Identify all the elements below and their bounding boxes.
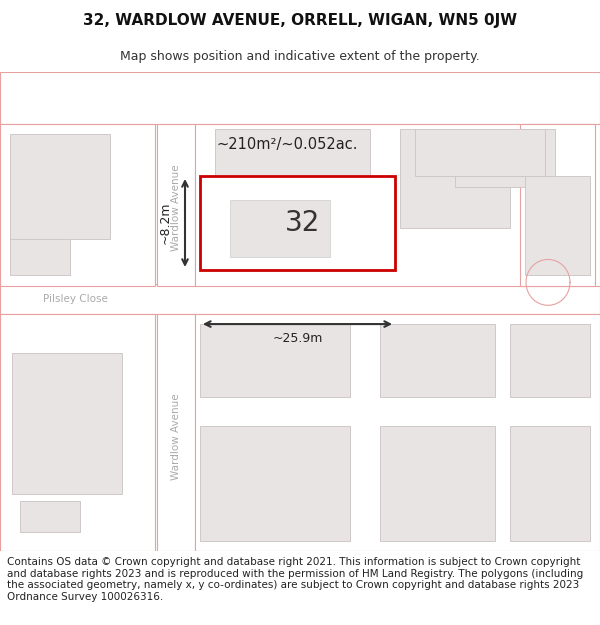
Bar (400, 129, 510, 228)
Bar (0, 284, 600, 314)
Text: ~25.9m: ~25.9m (272, 332, 323, 345)
Bar (380, 426, 495, 541)
Bar (157, 124, 195, 286)
Bar (0, 314, 155, 551)
Bar (195, 314, 600, 551)
Bar (215, 129, 370, 176)
Bar (415, 129, 545, 176)
Bar (230, 200, 330, 258)
Bar (200, 176, 395, 270)
Bar (12, 353, 122, 494)
Bar (510, 324, 590, 397)
Bar (520, 124, 595, 286)
Bar (20, 501, 80, 532)
Bar (195, 124, 600, 286)
Bar (200, 324, 350, 397)
Bar (380, 324, 495, 397)
Text: Map shows position and indicative extent of the property.: Map shows position and indicative extent… (120, 49, 480, 62)
Text: Wardlow Avenue: Wardlow Avenue (171, 393, 181, 480)
Text: 32: 32 (285, 209, 320, 237)
Bar (455, 129, 555, 186)
Bar (510, 426, 590, 541)
Text: Pilsley Close: Pilsley Close (43, 294, 107, 304)
Bar (157, 314, 195, 551)
Bar (10, 239, 70, 275)
Bar (525, 176, 590, 275)
Bar (200, 426, 350, 541)
Bar (0, 72, 600, 124)
Bar (0, 124, 155, 286)
Text: Wardlow Avenue: Wardlow Avenue (171, 164, 181, 251)
Bar (10, 134, 110, 239)
Text: ~210m²/~0.052ac.: ~210m²/~0.052ac. (217, 138, 358, 152)
Text: 32, WARDLOW AVENUE, ORRELL, WIGAN, WN5 0JW: 32, WARDLOW AVENUE, ORRELL, WIGAN, WN5 0… (83, 12, 517, 28)
Text: Contains OS data © Crown copyright and database right 2021. This information is : Contains OS data © Crown copyright and d… (7, 557, 583, 602)
Text: ~8.2m: ~8.2m (158, 202, 172, 244)
